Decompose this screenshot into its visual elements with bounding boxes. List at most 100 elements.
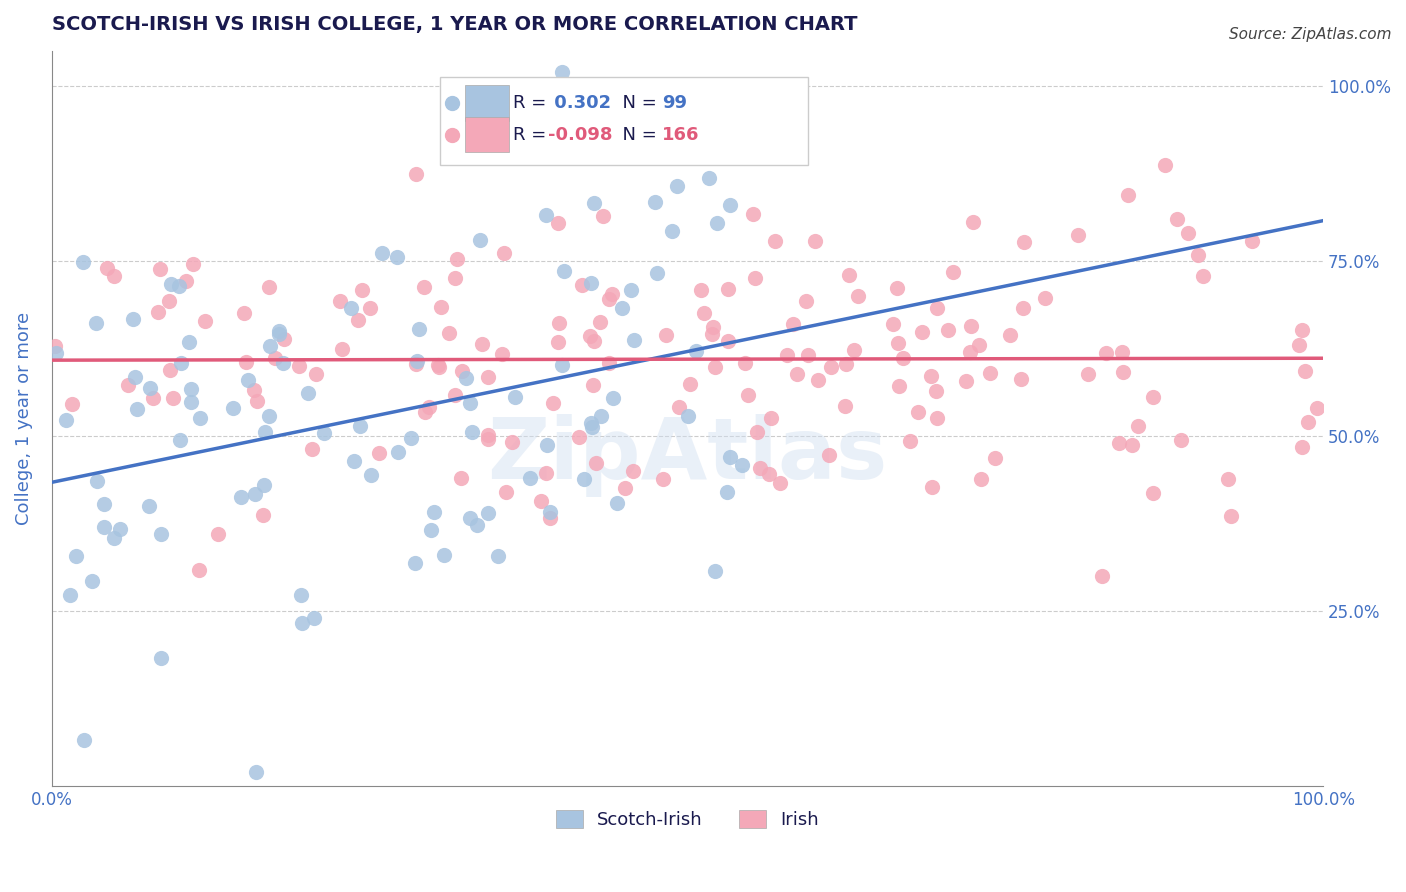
Point <box>706 216 728 230</box>
Point <box>259 339 281 353</box>
Point <box>305 367 328 381</box>
Point <box>73 733 96 747</box>
Point <box>501 435 523 450</box>
Point <box>176 274 198 288</box>
Point <box>568 430 591 444</box>
Point <box>768 475 790 490</box>
Point <box>312 425 335 440</box>
Point <box>911 326 934 340</box>
Point <box>350 284 373 298</box>
Point <box>207 527 229 541</box>
Point <box>886 336 908 351</box>
Point <box>704 565 727 579</box>
Point <box>1095 345 1118 359</box>
Point <box>257 409 280 423</box>
Point <box>387 445 409 459</box>
Point <box>734 356 756 370</box>
Point <box>962 214 984 228</box>
Point <box>413 405 436 419</box>
Point <box>1077 367 1099 381</box>
Point <box>942 265 965 279</box>
Point <box>693 306 716 320</box>
Point <box>188 410 211 425</box>
Point <box>301 442 323 456</box>
Point <box>253 425 276 440</box>
Point <box>430 301 453 315</box>
Point <box>477 506 499 520</box>
Point <box>547 217 569 231</box>
Point <box>420 523 443 537</box>
Point <box>1294 364 1316 378</box>
Point <box>437 326 460 340</box>
Point <box>271 356 294 370</box>
Point <box>121 311 143 326</box>
Point <box>149 527 172 541</box>
Point <box>263 351 285 366</box>
Point <box>551 358 574 372</box>
Point <box>297 385 319 400</box>
Point <box>1091 569 1114 583</box>
Point <box>259 280 281 294</box>
Text: R =: R = <box>513 94 553 112</box>
Point <box>127 402 149 417</box>
Legend: Scotch-Irish, Irish: Scotch-Irish, Irish <box>548 803 827 837</box>
Point <box>96 260 118 275</box>
Point <box>579 416 602 430</box>
Point <box>1291 323 1313 337</box>
Point <box>1191 269 1213 284</box>
Point <box>702 327 724 342</box>
Point <box>60 397 83 411</box>
Point <box>621 464 644 478</box>
Point <box>776 348 799 362</box>
Point <box>58 588 80 602</box>
Point <box>846 289 869 303</box>
Point <box>718 198 741 212</box>
Point <box>404 556 426 570</box>
Point <box>423 504 446 518</box>
Point <box>592 209 614 223</box>
Point <box>117 377 139 392</box>
Point <box>741 206 763 220</box>
Point <box>689 283 711 297</box>
Point <box>291 615 314 630</box>
Point <box>886 281 908 295</box>
Point <box>180 394 202 409</box>
Point <box>93 520 115 534</box>
Point <box>1298 415 1320 429</box>
Point <box>1142 486 1164 500</box>
Point <box>578 329 600 343</box>
Point <box>159 363 181 377</box>
Point <box>1067 227 1090 242</box>
Point <box>146 305 169 319</box>
Point <box>427 360 450 375</box>
Point <box>536 466 558 480</box>
Point <box>758 467 780 482</box>
Point <box>149 650 172 665</box>
Point <box>763 234 786 248</box>
Point <box>703 359 725 374</box>
Point <box>157 294 180 309</box>
Point <box>655 328 678 343</box>
Point <box>494 246 516 260</box>
Text: 99: 99 <box>662 94 688 112</box>
Point <box>541 396 564 410</box>
Point <box>245 393 267 408</box>
Point <box>486 549 509 563</box>
Point <box>1033 292 1056 306</box>
Point <box>160 277 183 291</box>
Point <box>194 314 217 328</box>
Point <box>600 287 623 301</box>
Point <box>124 369 146 384</box>
Point <box>405 357 427 371</box>
Point <box>702 319 724 334</box>
Point <box>238 373 260 387</box>
Point <box>460 395 482 409</box>
Point <box>553 264 575 278</box>
Point <box>349 419 371 434</box>
Point <box>536 437 558 451</box>
Point <box>401 431 423 445</box>
Point <box>1291 440 1313 454</box>
Point <box>1112 365 1135 379</box>
Point <box>339 301 361 315</box>
Point <box>1220 509 1243 524</box>
